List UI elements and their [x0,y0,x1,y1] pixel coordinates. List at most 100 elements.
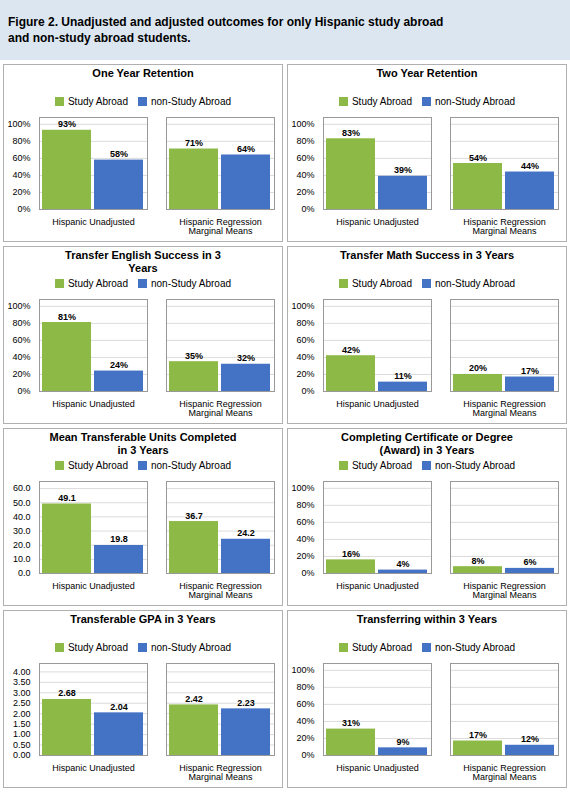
svg-text:Hispanic RegressionMarginal Me: Hispanic RegressionMarginal Means [179,399,262,418]
svg-text:20%: 20% [296,369,314,379]
svg-text:54%: 54% [469,153,487,163]
svg-text:2.50: 2.50 [13,698,31,708]
svg-text:40%: 40% [296,716,314,726]
svg-text:35%: 35% [185,351,203,361]
svg-text:Hispanic Unadjusted: Hispanic Unadjusted [336,399,419,409]
svg-text:40%: 40% [296,534,314,544]
svg-text:100%: 100% [291,483,314,493]
svg-text:24.2: 24.2 [237,528,255,538]
svg-text:2.04: 2.04 [110,702,128,712]
svg-text:93%: 93% [58,119,76,129]
svg-text:Hispanic Unadjusted: Hispanic Unadjusted [336,763,419,773]
svg-text:3.50: 3.50 [13,677,31,687]
svg-text:0%: 0% [301,750,314,760]
svg-text:32%: 32% [237,353,255,363]
svg-text:2.68: 2.68 [58,688,76,698]
svg-text:1.50: 1.50 [13,719,31,729]
svg-text:12%: 12% [521,734,539,744]
svg-text:0.0: 0.0 [18,568,31,578]
svg-text:40.0: 40.0 [13,512,31,522]
svg-text:31%: 31% [342,718,360,728]
svg-text:Hispanic RegressionMarginal Me: Hispanic RegressionMarginal Means [179,581,262,600]
svg-text:30.0: 30.0 [13,526,31,536]
svg-text:64%: 64% [237,144,255,154]
svg-text:9%: 9% [396,737,409,747]
svg-text:40%: 40% [12,170,30,180]
svg-text:80%: 80% [296,136,314,146]
svg-text:Hispanic Unadjusted: Hispanic Unadjusted [52,763,135,773]
svg-text:0.50: 0.50 [13,740,31,750]
svg-text:40%: 40% [296,170,314,180]
svg-text:0%: 0% [301,204,314,214]
svg-text:Hispanic Unadjusted: Hispanic Unadjusted [52,399,135,409]
svg-text:20%: 20% [469,363,487,373]
svg-text:Hispanic Unadjusted: Hispanic Unadjusted [336,217,419,227]
svg-text:50.0: 50.0 [13,498,31,508]
svg-text:20%: 20% [296,551,314,561]
svg-text:80%: 80% [296,318,314,328]
svg-text:Hispanic RegressionMarginal Me: Hispanic RegressionMarginal Means [463,763,546,782]
svg-text:100%: 100% [291,119,314,129]
svg-text:44%: 44% [521,161,539,171]
svg-text:3.00: 3.00 [13,688,31,698]
svg-text:20.0: 20.0 [13,540,31,550]
svg-text:6%: 6% [523,557,536,567]
svg-text:2.42: 2.42 [185,694,203,704]
svg-text:60%: 60% [296,517,314,527]
svg-text:20%: 20% [12,369,30,379]
svg-text:100%: 100% [291,301,314,311]
svg-text:39%: 39% [394,165,412,175]
svg-text:4.00: 4.00 [13,667,31,677]
svg-text:0%: 0% [301,386,314,396]
svg-text:10.0: 10.0 [13,554,31,564]
svg-text:100%: 100% [7,119,30,129]
svg-text:20%: 20% [296,187,314,197]
svg-text:80%: 80% [12,136,30,146]
svg-text:71%: 71% [185,138,203,148]
svg-text:60%: 60% [296,335,314,345]
svg-text:0%: 0% [17,204,30,214]
svg-text:0.00: 0.00 [13,750,31,760]
svg-text:0%: 0% [301,568,314,578]
svg-text:60.0: 60.0 [13,483,31,493]
svg-text:Hispanic Unadjusted: Hispanic Unadjusted [336,581,419,591]
svg-text:80%: 80% [296,500,314,510]
svg-text:0%: 0% [17,386,30,396]
svg-text:42%: 42% [342,345,360,355]
svg-text:1.00: 1.00 [13,729,31,739]
svg-text:20%: 20% [296,733,314,743]
svg-text:17%: 17% [521,366,539,376]
svg-text:17%: 17% [469,730,487,740]
svg-text:4%: 4% [396,559,409,569]
svg-text:49.1: 49.1 [58,493,76,503]
svg-text:20%: 20% [12,187,30,197]
svg-text:100%: 100% [291,665,314,675]
svg-text:16%: 16% [342,549,360,559]
svg-text:60%: 60% [296,699,314,709]
svg-text:60%: 60% [296,153,314,163]
svg-text:Hispanic RegressionMarginal Me: Hispanic RegressionMarginal Means [179,763,262,782]
svg-text:Hispanic RegressionMarginal Me: Hispanic RegressionMarginal Means [463,217,546,236]
svg-text:2.23: 2.23 [237,698,255,708]
svg-text:40%: 40% [296,352,314,362]
svg-text:80%: 80% [12,318,30,328]
svg-text:Hispanic RegressionMarginal Me: Hispanic RegressionMarginal Means [179,217,262,236]
svg-text:36.7: 36.7 [185,511,203,521]
svg-text:Hispanic Unadjusted: Hispanic Unadjusted [52,217,135,227]
svg-text:60%: 60% [12,335,30,345]
svg-text:100%: 100% [7,301,30,311]
svg-text:83%: 83% [342,128,360,138]
svg-text:Hispanic RegressionMarginal Me: Hispanic RegressionMarginal Means [463,581,546,600]
svg-text:40%: 40% [12,352,30,362]
svg-text:19.8: 19.8 [110,534,128,544]
svg-text:80%: 80% [296,682,314,692]
svg-text:Hispanic RegressionMarginal Me: Hispanic RegressionMarginal Means [463,399,546,418]
svg-text:81%: 81% [58,312,76,322]
svg-text:11%: 11% [394,371,412,381]
svg-text:2.00: 2.00 [13,709,31,719]
svg-text:60%: 60% [12,153,30,163]
svg-text:24%: 24% [110,360,128,370]
svg-text:8%: 8% [471,556,484,566]
svg-text:Hispanic Unadjusted: Hispanic Unadjusted [52,581,135,591]
svg-text:58%: 58% [110,149,128,159]
